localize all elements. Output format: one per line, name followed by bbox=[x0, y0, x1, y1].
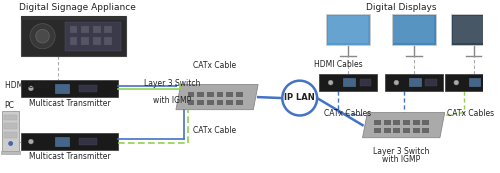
Circle shape bbox=[36, 29, 50, 43]
Bar bbox=[55, 84, 68, 93]
Bar bbox=[236, 92, 242, 97]
Text: CATx Cables: CATx Cables bbox=[324, 109, 371, 118]
Bar bbox=[394, 16, 434, 43]
Text: Layer 3 Switch: Layer 3 Switch bbox=[144, 79, 201, 88]
Text: CATx Cables: CATx Cables bbox=[446, 109, 494, 118]
Bar bbox=[426, 79, 437, 85]
Bar bbox=[486, 79, 497, 85]
Bar bbox=[55, 137, 68, 146]
Bar bbox=[93, 26, 100, 33]
Bar bbox=[326, 14, 370, 45]
Circle shape bbox=[8, 141, 13, 146]
Polygon shape bbox=[362, 113, 444, 138]
Text: with IGMP: with IGMP bbox=[153, 96, 191, 105]
Bar bbox=[343, 78, 355, 86]
Bar bbox=[81, 37, 89, 45]
Bar bbox=[80, 138, 96, 145]
Bar bbox=[22, 16, 126, 20]
Bar bbox=[93, 37, 100, 45]
Text: HDMI Cable: HDMI Cable bbox=[5, 81, 50, 90]
Bar bbox=[22, 80, 118, 97]
Bar bbox=[22, 16, 126, 57]
Bar bbox=[328, 16, 368, 43]
Text: Multicast Transmitter: Multicast Transmitter bbox=[29, 99, 110, 108]
Bar bbox=[392, 14, 436, 45]
Bar bbox=[197, 100, 204, 105]
Bar bbox=[413, 120, 420, 125]
Bar bbox=[207, 100, 214, 105]
Bar bbox=[4, 123, 18, 129]
Text: Digital Signage Appliance: Digital Signage Appliance bbox=[19, 3, 136, 12]
Circle shape bbox=[30, 24, 55, 49]
Bar bbox=[422, 128, 429, 133]
Bar bbox=[216, 100, 224, 105]
Bar bbox=[444, 74, 500, 91]
Text: with IGMP: with IGMP bbox=[382, 155, 420, 164]
Text: Digital Displays: Digital Displays bbox=[366, 3, 436, 12]
Bar bbox=[360, 79, 371, 85]
Bar bbox=[469, 78, 480, 86]
Bar bbox=[226, 92, 233, 97]
Bar bbox=[207, 92, 214, 97]
Text: IP LAN: IP LAN bbox=[284, 93, 315, 102]
Bar bbox=[394, 128, 400, 133]
Bar bbox=[197, 92, 204, 97]
Circle shape bbox=[394, 80, 399, 85]
Bar bbox=[385, 74, 443, 91]
Bar bbox=[374, 128, 381, 133]
Bar bbox=[403, 120, 410, 125]
Bar bbox=[384, 128, 390, 133]
Circle shape bbox=[282, 81, 317, 115]
Circle shape bbox=[328, 80, 333, 85]
Bar bbox=[452, 14, 496, 45]
Bar bbox=[216, 92, 224, 97]
Circle shape bbox=[28, 139, 34, 144]
Text: Layer 3 Switch: Layer 3 Switch bbox=[373, 147, 430, 156]
Bar bbox=[384, 120, 390, 125]
Bar bbox=[413, 128, 420, 133]
Bar bbox=[403, 128, 410, 133]
Bar bbox=[188, 92, 194, 97]
Bar bbox=[104, 37, 112, 45]
Bar bbox=[422, 120, 429, 125]
Bar bbox=[70, 26, 78, 33]
Circle shape bbox=[28, 86, 34, 91]
Bar bbox=[188, 100, 194, 105]
Bar bbox=[374, 120, 381, 125]
Text: CATx Cable: CATx Cable bbox=[194, 61, 236, 70]
Text: CATx Cable: CATx Cable bbox=[194, 126, 236, 135]
Bar bbox=[236, 100, 242, 105]
Circle shape bbox=[454, 80, 458, 85]
Bar bbox=[409, 78, 420, 86]
Bar bbox=[454, 16, 494, 43]
Bar bbox=[22, 133, 118, 150]
Polygon shape bbox=[176, 85, 258, 110]
Bar bbox=[4, 132, 18, 138]
Bar bbox=[70, 37, 78, 45]
Bar bbox=[104, 26, 112, 33]
Bar bbox=[81, 26, 89, 33]
Bar bbox=[80, 85, 96, 92]
Text: PC: PC bbox=[4, 101, 15, 110]
Bar bbox=[226, 100, 233, 105]
Text: Multicast Transmitter: Multicast Transmitter bbox=[29, 152, 110, 161]
Bar bbox=[2, 111, 20, 151]
Bar bbox=[4, 115, 18, 120]
Bar bbox=[1, 151, 20, 154]
Text: HDMI Cables: HDMI Cables bbox=[314, 60, 363, 69]
Bar bbox=[319, 74, 377, 91]
Bar bbox=[394, 120, 400, 125]
Bar bbox=[65, 22, 121, 51]
